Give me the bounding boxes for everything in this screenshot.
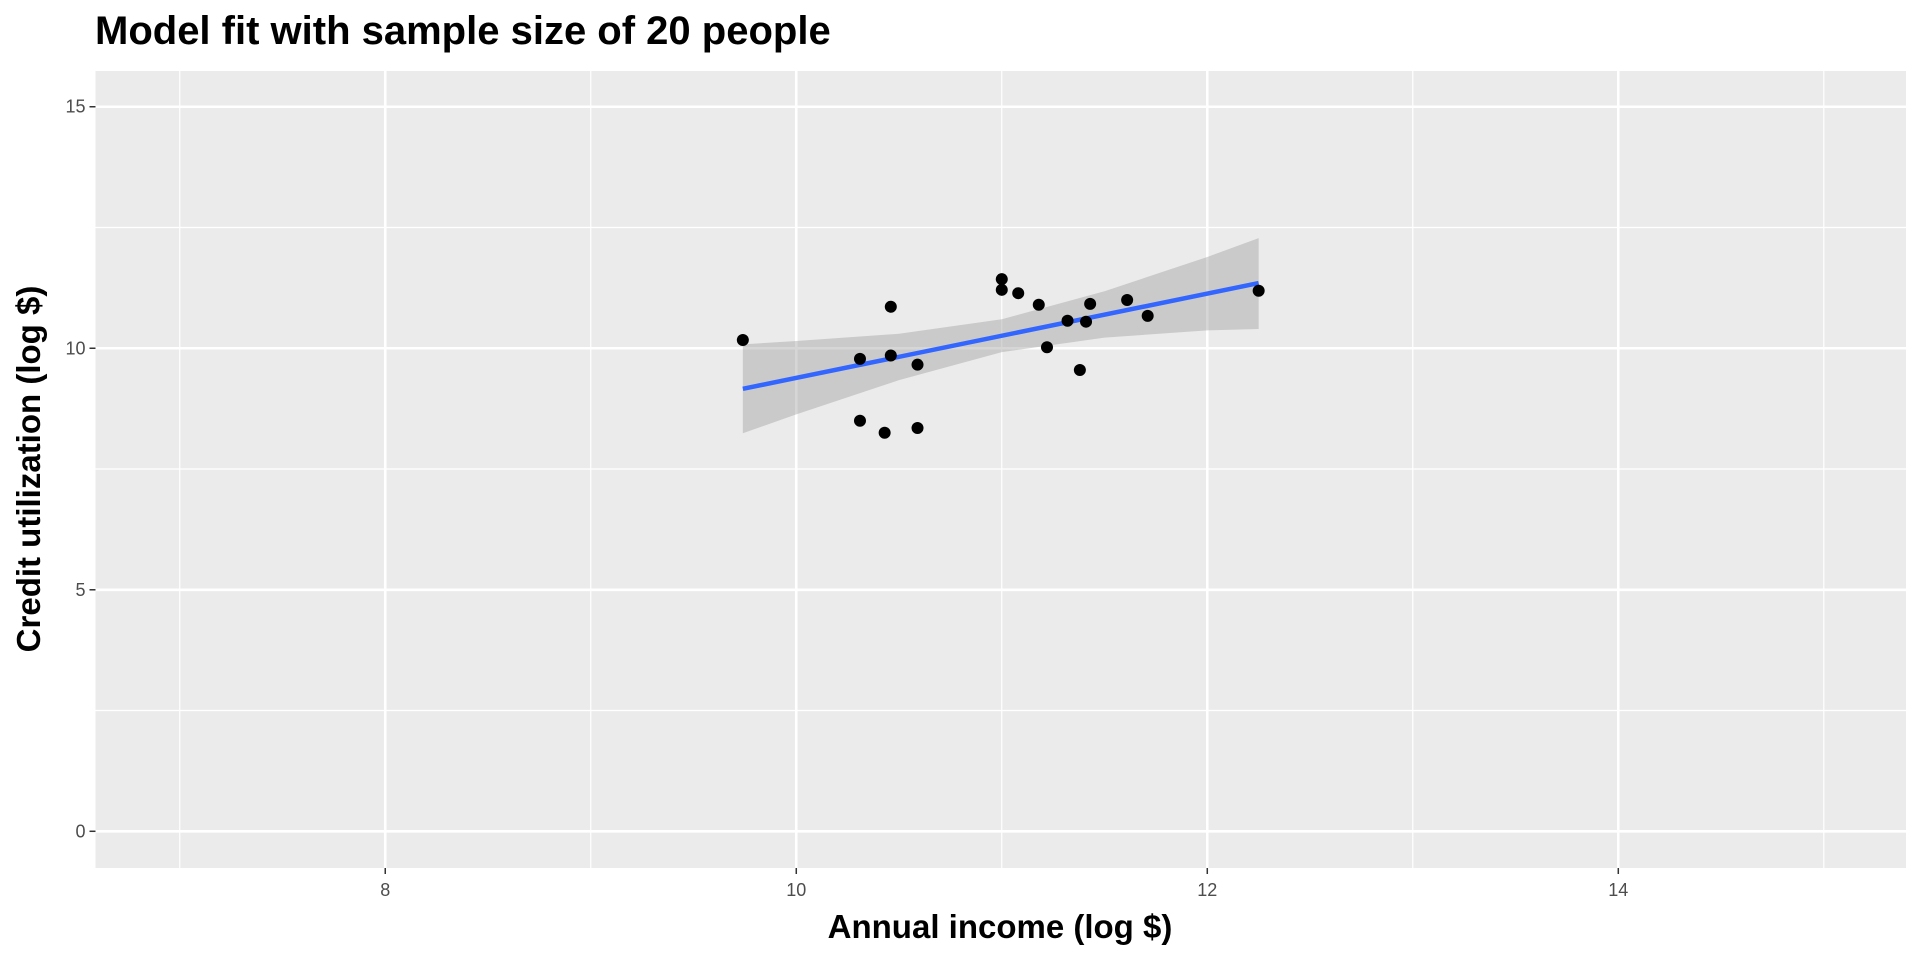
data-point [1080, 315, 1093, 328]
data-point [995, 273, 1008, 286]
data-point [884, 300, 897, 313]
data-point [1252, 284, 1265, 297]
chart-title: Model fit with sample size of 20 people [95, 9, 831, 53]
x-tick-label: 8 [380, 880, 390, 900]
y-axis: 0 5 10 15 [65, 97, 96, 841]
data-point [884, 349, 897, 362]
data-point [995, 283, 1008, 296]
x-tick-label: 14 [1608, 880, 1628, 900]
data-point [1012, 287, 1025, 300]
x-axis-title: Annual income (log $) [828, 908, 1173, 945]
data-point [1141, 309, 1154, 322]
fit-line [742, 280, 1260, 392]
data-point [1040, 341, 1053, 354]
x-tick-label: 10 [786, 880, 806, 900]
y-tick-label: 0 [75, 821, 85, 841]
data-point [911, 421, 924, 434]
fit-line-group [742, 280, 1260, 392]
data-point [853, 414, 866, 427]
y-tick-label: 10 [65, 338, 85, 358]
data-point [1061, 314, 1074, 327]
data-point [911, 358, 924, 371]
data-point [1084, 297, 1097, 310]
x-axis: 8 10 12 14 [380, 868, 1628, 900]
y-tick-label: 5 [75, 580, 85, 600]
data-point [736, 334, 749, 347]
x-tick-label: 12 [1197, 880, 1217, 900]
data-point [878, 426, 891, 439]
data-point [1073, 363, 1086, 376]
data-point [853, 352, 866, 365]
y-axis-title: Credit utilization (log $) [10, 286, 47, 653]
grid-lines [95, 71, 1906, 868]
y-tick-label: 15 [65, 97, 85, 117]
points [736, 273, 1265, 439]
data-point [1121, 293, 1134, 306]
data-point [1032, 298, 1045, 311]
